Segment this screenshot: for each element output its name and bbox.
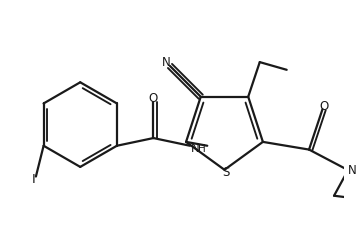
Text: N: N (347, 164, 356, 177)
Text: O: O (149, 92, 158, 105)
Text: N: N (191, 142, 200, 155)
Text: S: S (223, 166, 230, 179)
Text: H: H (198, 144, 205, 154)
Text: O: O (320, 100, 329, 113)
Text: N: N (162, 56, 171, 69)
Text: I: I (32, 173, 36, 186)
